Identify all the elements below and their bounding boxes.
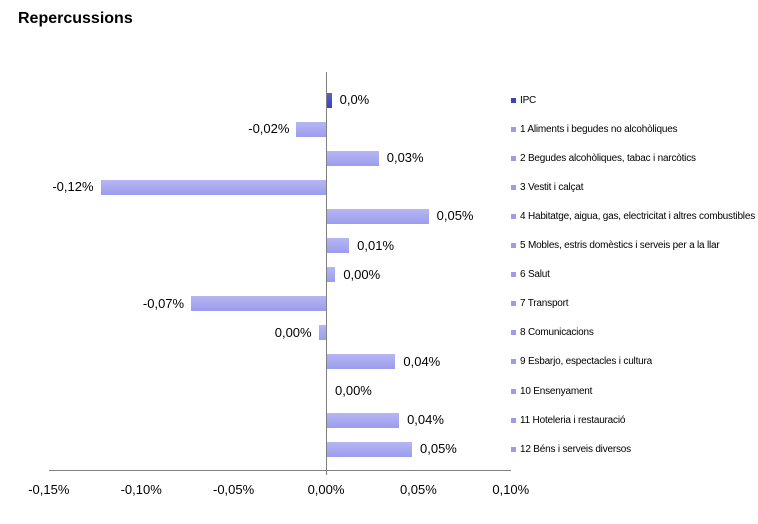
legend-label: 6 Salut <box>520 269 550 281</box>
legend-item: 4 Habitatge, aigua, gas, electricitat i … <box>511 210 755 222</box>
legend-label: 12 Béns i serveis diversos <box>520 443 631 455</box>
bar-value-label: 0,00% <box>274 324 312 340</box>
x-tick-label: -0,10% <box>120 482 162 497</box>
chart-title: Repercussions <box>18 10 133 27</box>
legend-marker-icon <box>511 301 516 307</box>
legend-marker-icon <box>511 126 516 132</box>
bar-value-label: 0,04% <box>407 412 444 428</box>
bar-value-label: 0,0% <box>339 92 370 107</box>
bar <box>327 267 336 283</box>
bar-value-label: 0,04% <box>403 353 441 369</box>
legend-label: 5 Mobles, estris domèstics i serveis per… <box>520 240 720 251</box>
legend-label: 4 Habitatge, aigua, gas, electricitat i … <box>520 210 755 222</box>
legend-item: 12 Béns i serveis diversos <box>511 443 631 455</box>
legend-label: 11 Hoteleria i restauració <box>520 414 626 426</box>
bar <box>327 238 350 253</box>
legend-item: 1 Aliments i begudes no alcohòliques <box>511 123 678 135</box>
legend-item: 8 Comunicacions <box>511 327 594 339</box>
legend-item: IPC <box>511 94 537 106</box>
zero-axis-line <box>326 72 327 475</box>
bar-value-label: 0,00% <box>335 383 372 398</box>
bar <box>191 296 326 312</box>
legend-marker-icon <box>511 330 516 336</box>
x-tick-label: 0,10% <box>492 482 530 497</box>
bar <box>100 179 326 195</box>
bar-value-label: -0,02% <box>248 121 290 137</box>
legend-label: 7 Transport <box>520 298 569 310</box>
legend-marker-icon <box>511 243 516 248</box>
bar-value-label: -0,07% <box>142 295 185 311</box>
x-tick-label: -0,15% <box>28 482 70 497</box>
legend-item: 11 Hoteleria i restauració <box>511 414 626 426</box>
legend-marker-icon <box>511 213 516 219</box>
legend-label: 1 Aliments i begudes no alcohòliques <box>520 123 678 135</box>
legend-marker-icon <box>511 184 516 190</box>
legend-marker-icon <box>511 97 516 103</box>
legend-marker-icon <box>511 272 516 278</box>
bar-value-label: 0,01% <box>357 237 395 253</box>
bar-value-label: 0,05% <box>420 441 457 457</box>
x-axis-line <box>48 470 511 471</box>
bar <box>327 441 412 457</box>
bar <box>327 150 379 166</box>
bar <box>296 121 326 137</box>
legend-label: 10 Ensenyament <box>520 385 593 397</box>
legend-marker-icon <box>511 359 516 365</box>
bar-value-label: 0,05% <box>436 208 474 224</box>
legend-label: IPC <box>520 94 537 106</box>
legend-label: 2 Begudes alcohòliques, tabac i narcòtic… <box>520 152 696 164</box>
legend-item: 2 Begudes alcohòliques, tabac i narcòtic… <box>511 152 696 164</box>
legend-marker-icon <box>511 417 516 423</box>
legend-item: 5 Mobles, estris domèstics i serveis per… <box>511 240 720 251</box>
legend-label: 3 Vestit i calçat <box>520 181 584 193</box>
legend-item: 3 Vestit i calçat <box>511 181 584 193</box>
legend-item: 6 Salut <box>511 269 550 281</box>
bar-value-label: 0,03% <box>386 150 424 166</box>
legend-label: 9 Esbarjo, espectacles i cultura <box>520 356 653 368</box>
bar <box>327 412 400 428</box>
bar <box>327 354 396 370</box>
legend-item: 7 Transport <box>511 298 569 310</box>
x-tick-label: 0,05% <box>399 482 437 497</box>
legend-label: 8 Comunicacions <box>520 327 594 339</box>
bar-value-label: -0,12% <box>52 179 94 195</box>
x-tick-label: 0,00% <box>307 482 345 497</box>
legend-marker-icon <box>511 155 516 161</box>
bar <box>318 325 326 341</box>
legend-marker-icon <box>511 388 516 394</box>
bar <box>327 208 429 224</box>
legend-item: 9 Esbarjo, espectacles i cultura <box>511 356 653 368</box>
bar-ipc <box>327 92 332 108</box>
legend-marker-icon <box>511 446 516 452</box>
x-tick-label: -0,05% <box>212 482 255 497</box>
bar-value-label: 0,00% <box>343 266 381 282</box>
legend-item: 10 Ensenyament <box>511 385 593 397</box>
